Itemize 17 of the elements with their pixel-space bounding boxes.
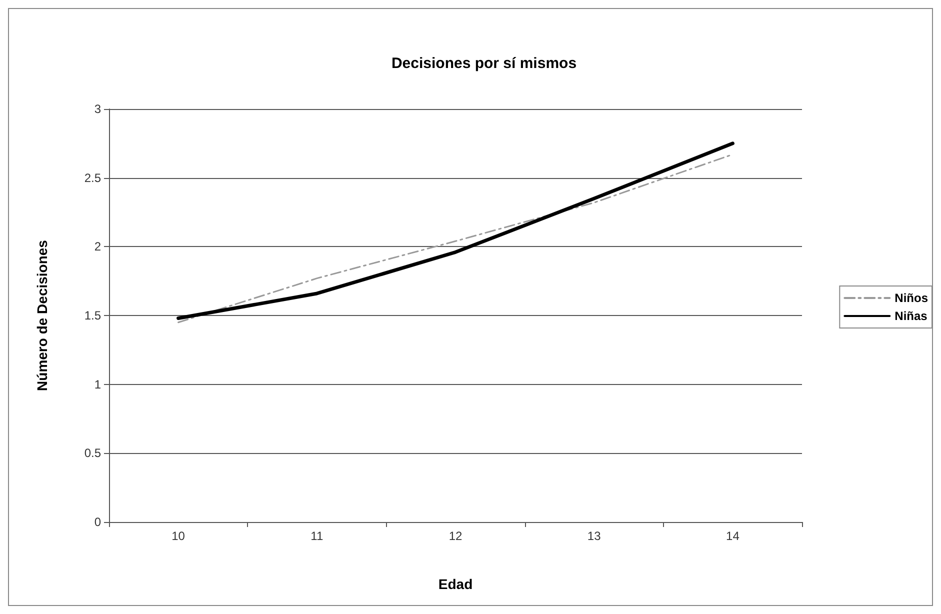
legend-label: Niños <box>894 291 928 305</box>
x-tick-label: 14 <box>726 529 740 543</box>
y-tick-label: 2.5 <box>84 170 102 185</box>
x-tick-label: 10 <box>172 529 186 543</box>
x-tick-label: 12 <box>448 529 462 543</box>
legend-label: Niñas <box>894 309 928 323</box>
y-tick-label: 2 <box>94 240 102 254</box>
x-tick-label: 13 <box>587 529 602 543</box>
y-axis-title: Número de Decisiones <box>34 240 50 391</box>
y-tick-label: 3 <box>94 102 102 116</box>
x-axis-title: Edad <box>438 576 473 592</box>
y-tick-label: 1.5 <box>84 308 102 322</box>
x-tick-label: 11 <box>310 529 324 543</box>
y-tick-label: 0.5 <box>84 446 102 460</box>
y-tick-label: 0 <box>94 515 102 529</box>
y-tick-label: 1 <box>94 377 102 392</box>
chart-title: Decisiones por sí mismos <box>391 55 577 72</box>
